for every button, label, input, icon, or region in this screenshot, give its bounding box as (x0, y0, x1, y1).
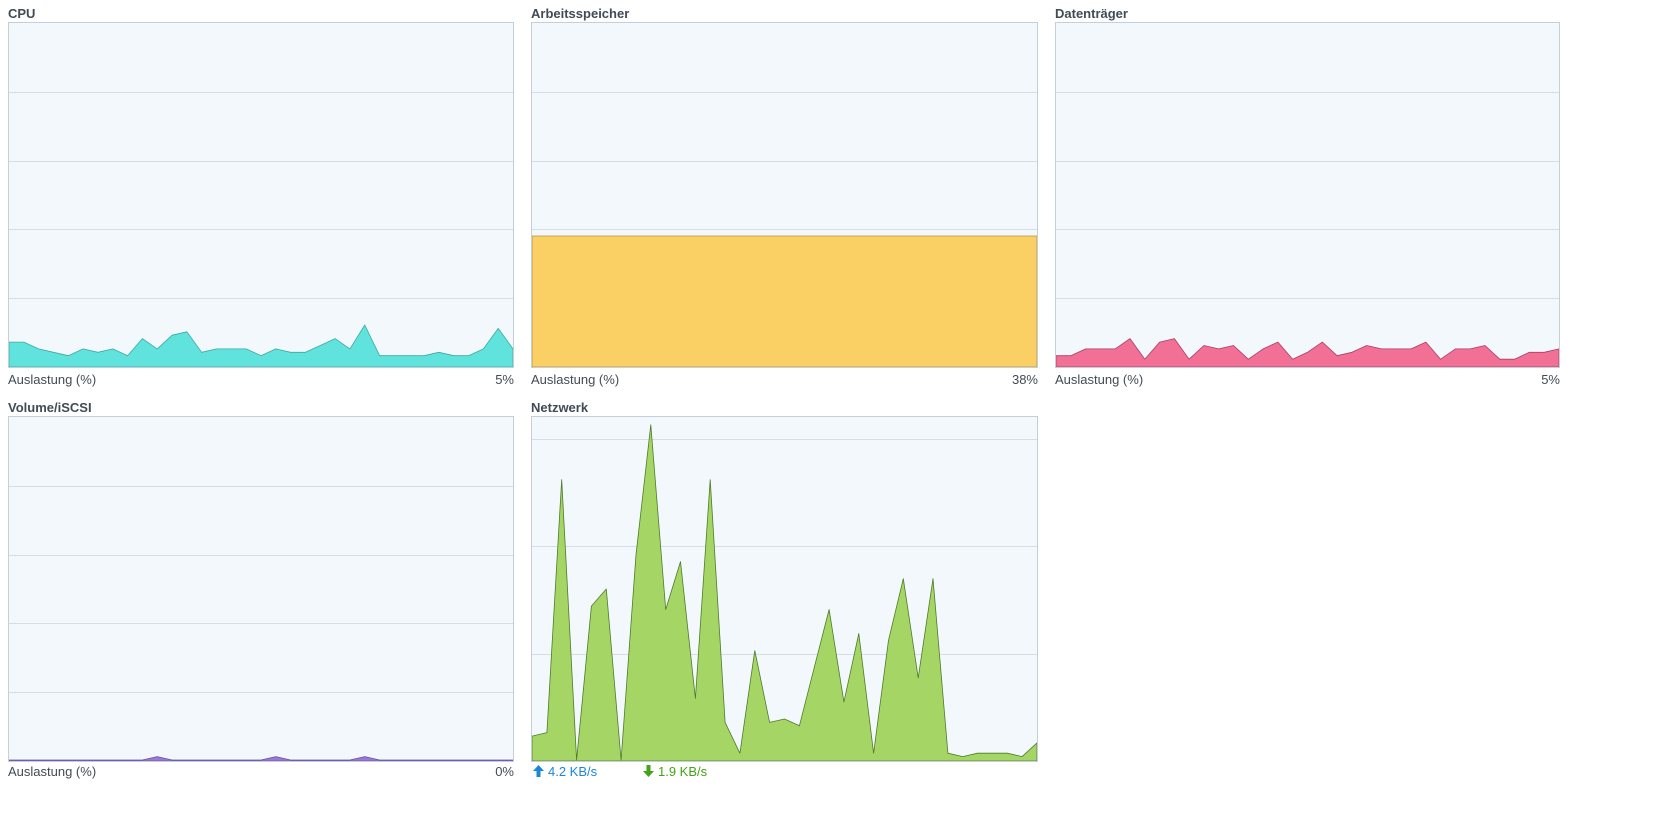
volume-series-area (9, 756, 513, 761)
volume-chart-svg (9, 486, 513, 761)
disk-label: Auslastung (%) (1055, 372, 1144, 387)
network-download: 1.9 KB/s (643, 764, 707, 779)
volume-label: Auslastung (%) (8, 764, 97, 779)
memory-chart-svg (532, 92, 1037, 367)
memory-footer: Auslastung (%) 38% (531, 372, 1038, 387)
cpu-value: 5% (495, 372, 514, 387)
volume-title: Volume/iSCSI (8, 400, 92, 415)
network-upload-value: 4.2 KB/s (548, 764, 598, 779)
disk-footer: Auslastung (%) 5% (1055, 372, 1560, 387)
network-chart (531, 416, 1038, 762)
volume-chart (8, 416, 514, 762)
disk-widget: Datenträger Auslastung (%) 5% (1055, 6, 1560, 396)
cpu-chart-svg (9, 92, 513, 367)
arrow-down-icon (643, 765, 654, 777)
network-title: Netzwerk (531, 400, 589, 415)
disk-title: Datenträger (1055, 6, 1128, 21)
volume-widget: Volume/iSCSI Auslastung (%) 0% (8, 400, 514, 790)
network-series-area (532, 424, 1037, 761)
cpu-widget: CPU Auslastung (%) 5% (8, 6, 514, 396)
network-widget: Netzwerk 4.2 KB/s 1.9 KB/s (531, 400, 1038, 790)
network-upload: 4.2 KB/s (533, 764, 597, 779)
cpu-chart (8, 22, 514, 368)
disk-chart-svg (1056, 92, 1559, 367)
memory-chart (531, 22, 1038, 368)
disk-value: 5% (1541, 372, 1560, 387)
volume-footer: Auslastung (%) 0% (8, 764, 514, 779)
disk-chart (1055, 22, 1560, 368)
network-download-value: 1.9 KB/s (658, 764, 708, 779)
memory-value: 38% (1011, 372, 1038, 387)
volume-value: 0% (495, 764, 514, 779)
network-chart-svg (532, 424, 1037, 761)
memory-title: Arbeitsspeicher (531, 6, 630, 21)
cpu-series-area (9, 324, 513, 367)
memory-widget: Arbeitsspeicher Auslastung (%) 38% (531, 6, 1038, 396)
cpu-label: Auslastung (%) (8, 372, 97, 387)
disk-series-area (1056, 338, 1559, 367)
memory-series-area (532, 235, 1037, 367)
cpu-title: CPU (8, 6, 36, 21)
arrow-up-icon (533, 765, 544, 777)
memory-label: Auslastung (%) (531, 372, 620, 387)
cpu-footer: Auslastung (%) 5% (8, 372, 514, 387)
